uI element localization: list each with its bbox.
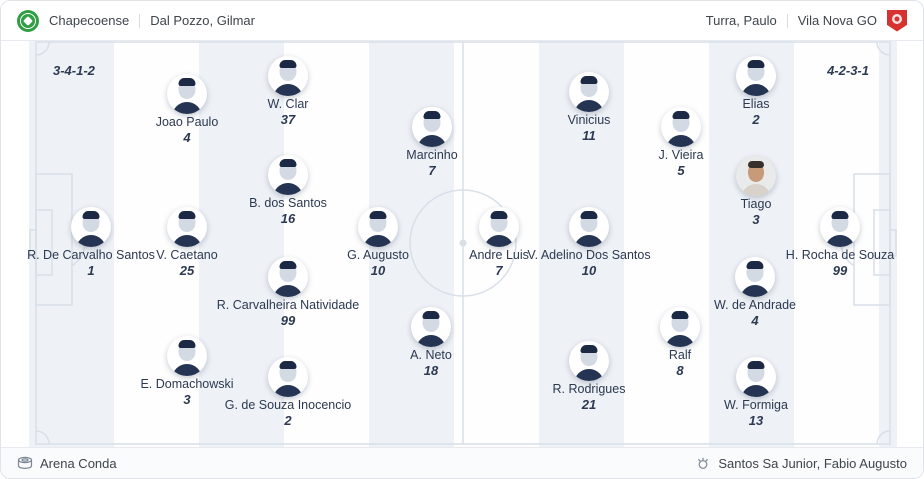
player-avatar-icon xyxy=(412,107,452,147)
referee-whistle-icon xyxy=(698,457,709,469)
players-layer: R. De Carvalho Santos 1 Joao Paulo 4 V. … xyxy=(1,41,923,447)
player-avatar-icon xyxy=(167,336,207,376)
player-home-18[interactable]: A. Neto 18 xyxy=(346,307,516,378)
player-number: 4 xyxy=(183,130,191,145)
player-number: 11 xyxy=(582,128,596,143)
player-number: 2 xyxy=(284,413,292,428)
player-avatar-icon xyxy=(569,72,609,112)
home-team-header[interactable]: Chapecoense Dal Pozzo, Gilmar xyxy=(17,9,255,32)
player-avatar-icon xyxy=(411,307,451,347)
player-number: 13 xyxy=(748,413,764,428)
home-team-name[interactable]: Chapecoense xyxy=(49,13,130,28)
player-avatar-icon xyxy=(569,341,609,381)
officials-info: Santos Sa Junior, Fabio Augusto xyxy=(696,456,907,471)
player-avatar-icon xyxy=(268,155,308,195)
player-away-21[interactable]: R. Rodrigues 21 xyxy=(504,341,674,412)
player-name: Marcinho xyxy=(406,148,458,162)
player-avatar-icon xyxy=(479,207,519,247)
away-team-header[interactable]: Turra, Paulo Vila Nova GO xyxy=(705,9,907,32)
player-name: R. Rodrigues xyxy=(552,382,626,396)
player-home-7[interactable]: Marcinho 7 xyxy=(347,107,517,178)
header-divider xyxy=(139,13,141,28)
player-number: 5 xyxy=(677,163,685,178)
home-team-logo-icon xyxy=(17,9,39,32)
player-name: A. Neto xyxy=(410,348,452,362)
stadium-icon xyxy=(17,456,33,469)
player-away-7[interactable]: Andre Luis 7 xyxy=(414,207,584,278)
player-avatar-icon xyxy=(358,207,398,247)
player-name: W. Formiga xyxy=(724,398,788,412)
pitch: 3-4-1-2 4-2-3-1 R. De Carvalho Santos 1 … xyxy=(1,41,923,447)
away-team-name[interactable]: Vila Nova GO xyxy=(797,13,877,28)
player-number: 21 xyxy=(581,397,597,412)
player-avatar-icon xyxy=(167,207,207,247)
player-number: 18 xyxy=(423,363,439,378)
player-avatar-icon xyxy=(167,74,207,114)
player-avatar-icon xyxy=(736,56,776,96)
home-coach-name[interactable]: Dal Pozzo, Gilmar xyxy=(150,13,255,28)
officials-names: Santos Sa Junior, Fabio Augusto xyxy=(718,455,907,471)
player-away-11[interactable]: Vinicius 11 xyxy=(504,72,674,143)
player-avatar-icon xyxy=(268,357,308,397)
player-number: 3 xyxy=(752,212,760,227)
away-team-logo-icon xyxy=(887,9,907,32)
player-number: 7 xyxy=(495,263,503,278)
away-coach-name[interactable]: Turra, Paulo xyxy=(705,13,777,28)
player-name: Andre Luis xyxy=(469,248,529,262)
footer-bar: Arena Conda Santos Sa Junior, Fabio Augu… xyxy=(1,447,923,478)
venue-info: Arena Conda xyxy=(17,456,117,471)
player-name: G. de Souza Inocencio xyxy=(224,398,352,412)
player-name: J. Vieira xyxy=(658,148,704,162)
player-avatar-icon xyxy=(268,56,308,96)
player-number: 7 xyxy=(428,163,436,178)
header-divider xyxy=(786,13,788,28)
player-name: Tiago xyxy=(740,197,772,211)
player-name: Vinicius xyxy=(567,113,611,127)
player-avatar-icon xyxy=(735,257,775,297)
venue-name: Arena Conda xyxy=(40,455,117,471)
header-bar: Chapecoense Dal Pozzo, Gilmar Turra, Pau… xyxy=(1,1,923,41)
